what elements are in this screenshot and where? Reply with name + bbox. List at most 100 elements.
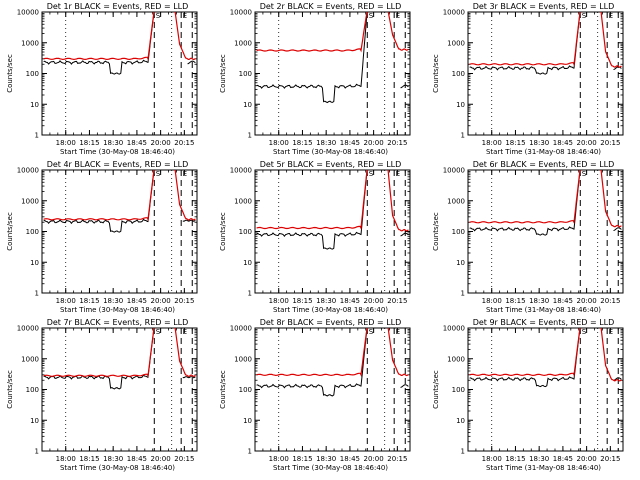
y-tick-label: 10000 bbox=[17, 325, 39, 333]
y-tick-label: 10000 bbox=[443, 167, 465, 175]
plot-frame bbox=[41, 327, 198, 452]
events-series-line bbox=[469, 12, 581, 75]
y-tick-label: 10 bbox=[456, 101, 465, 109]
marker-label-e: E bbox=[609, 170, 613, 178]
x-tick-label: 18:15 bbox=[292, 139, 312, 147]
y-tick-label: 10 bbox=[30, 101, 39, 109]
y-tick-label: 10 bbox=[456, 259, 465, 267]
events-series-line bbox=[43, 170, 155, 233]
x-tick-label: 18:15 bbox=[292, 297, 312, 305]
x-tick-label: 18:00 bbox=[269, 455, 289, 463]
x-tick-label: 20:00 bbox=[364, 139, 384, 147]
x-tick-label: 18:30 bbox=[529, 455, 549, 463]
x-tick-label: 18:00 bbox=[482, 455, 502, 463]
lld-series-line bbox=[256, 328, 368, 377]
events-series-line-post bbox=[400, 232, 409, 237]
y-tick-label: 1000 bbox=[21, 197, 39, 205]
events-series-line bbox=[256, 12, 368, 104]
y-tick-label: 1000 bbox=[21, 355, 39, 363]
y-tick-label: 10 bbox=[243, 259, 252, 267]
events-series-line bbox=[469, 170, 581, 236]
x-tick-label: 18:15 bbox=[505, 455, 525, 463]
y-tick-label: 10 bbox=[456, 417, 465, 425]
start-time-label: Start Time (30-May-08 18:46:40) bbox=[60, 464, 175, 472]
panel-title: Det 7r BLACK = Events, RED = LLD bbox=[47, 318, 189, 327]
y-axis-label: Counts/sec bbox=[6, 370, 14, 409]
x-tick-label: 18:15 bbox=[79, 455, 99, 463]
start-time-label: Start Time (30-May-08 18:46:40) bbox=[60, 306, 175, 314]
x-tick-label: 18:00 bbox=[56, 297, 76, 305]
x-tick-label: 18:30 bbox=[103, 297, 123, 305]
y-tick-label: 1000 bbox=[234, 197, 252, 205]
marker-label-s: S bbox=[369, 170, 374, 178]
x-tick-label: 18:00 bbox=[269, 139, 289, 147]
y-tick-label: 1 bbox=[248, 290, 252, 298]
marker-label-e: E bbox=[396, 12, 400, 20]
lld-series-line-post bbox=[174, 328, 196, 378]
events-series-line-post bbox=[400, 384, 409, 388]
x-tick-label: 18:30 bbox=[103, 455, 123, 463]
y-tick-label: 100 bbox=[26, 228, 39, 236]
marker-label-s: S bbox=[156, 328, 161, 336]
events-series-line-post bbox=[182, 219, 196, 222]
y-tick-label: 1000 bbox=[447, 355, 465, 363]
x-tick-label: 20:15 bbox=[387, 297, 407, 305]
y-tick-label: 10 bbox=[30, 259, 39, 267]
panel-title: Det 8r BLACK = Events, RED = LLD bbox=[260, 318, 402, 327]
lld-series-line-post bbox=[387, 170, 409, 232]
marker-label-e: E bbox=[396, 170, 400, 178]
chart-panel-5: Det 5r BLACK = Events, RED = LLD 1 10 100 10… bbox=[219, 160, 411, 314]
marker-label-e: E bbox=[609, 12, 613, 20]
marker-label-e: E bbox=[183, 12, 187, 20]
y-tick-label: 1 bbox=[248, 448, 252, 456]
panel-title: Det 6r BLACK = Events, RED = LLD bbox=[473, 160, 615, 169]
y-tick-label: 10000 bbox=[17, 167, 39, 175]
x-tick-label: 18:00 bbox=[482, 297, 502, 305]
x-tick-label: 18:45 bbox=[127, 139, 147, 147]
marker-label-e: E bbox=[396, 328, 400, 336]
chart-panel-6: Det 6r BLACK = Events, RED = LLD 1 10 100 10… bbox=[432, 160, 624, 314]
events-series-line-post bbox=[613, 377, 622, 381]
panel-title: Det 2r BLACK = Events, RED = LLD bbox=[260, 2, 402, 11]
events-series-line-post bbox=[182, 376, 196, 379]
lld-series-line bbox=[256, 170, 368, 231]
lld-series-line-post bbox=[600, 12, 622, 68]
events-series-line-post bbox=[613, 227, 622, 231]
x-tick-label: 18:45 bbox=[340, 455, 360, 463]
x-tick-label: 18:45 bbox=[340, 139, 360, 147]
x-tick-label: 20:00 bbox=[364, 455, 384, 463]
y-tick-label: 10000 bbox=[443, 9, 465, 17]
x-tick-label: 20:00 bbox=[151, 455, 171, 463]
y-axis-label: Counts/sec bbox=[219, 370, 227, 409]
start-time-label: Start Time (30-May-08 18:46:40) bbox=[60, 148, 175, 156]
plot-frame bbox=[254, 327, 411, 452]
y-tick-label: 1000 bbox=[234, 39, 252, 47]
chart-panel-9: Det 9r BLACK = Events, RED = LLD 1 10 100 10… bbox=[432, 318, 624, 472]
x-tick-label: 18:15 bbox=[505, 139, 525, 147]
x-tick-label: 18:30 bbox=[529, 139, 549, 147]
marker-label-s: S bbox=[156, 170, 161, 178]
y-axis-label: Counts/sec bbox=[219, 54, 227, 93]
y-tick-label: 1 bbox=[461, 132, 465, 140]
x-tick-label: 18:45 bbox=[127, 297, 147, 305]
x-tick-label: 18:15 bbox=[292, 455, 312, 463]
panel-title: Det 1r BLACK = Events, RED = LLD bbox=[47, 2, 189, 11]
lld-series-line-post bbox=[174, 170, 196, 221]
chart-panel-1: Det 1r BLACK = Events, RED = LLD 1 10 100 10… bbox=[6, 2, 198, 156]
y-axis-label: Counts/sec bbox=[432, 212, 440, 251]
x-tick-label: 18:15 bbox=[79, 297, 99, 305]
y-tick-label: 1 bbox=[35, 448, 39, 456]
x-tick-label: 18:15 bbox=[505, 297, 525, 305]
lld-series-line-post bbox=[387, 12, 409, 51]
y-tick-label: 1000 bbox=[234, 355, 252, 363]
lld-series-line bbox=[43, 12, 155, 61]
y-tick-label: 100 bbox=[452, 386, 465, 394]
marker-label-e: E bbox=[183, 170, 187, 178]
x-tick-label: 20:15 bbox=[600, 139, 620, 147]
y-tick-label: 1 bbox=[461, 448, 465, 456]
y-tick-label: 10000 bbox=[443, 325, 465, 333]
lld-series-line bbox=[469, 12, 581, 67]
y-tick-label: 100 bbox=[239, 228, 252, 236]
x-tick-label: 20:15 bbox=[174, 297, 194, 305]
lld-series-line-post bbox=[600, 170, 622, 228]
